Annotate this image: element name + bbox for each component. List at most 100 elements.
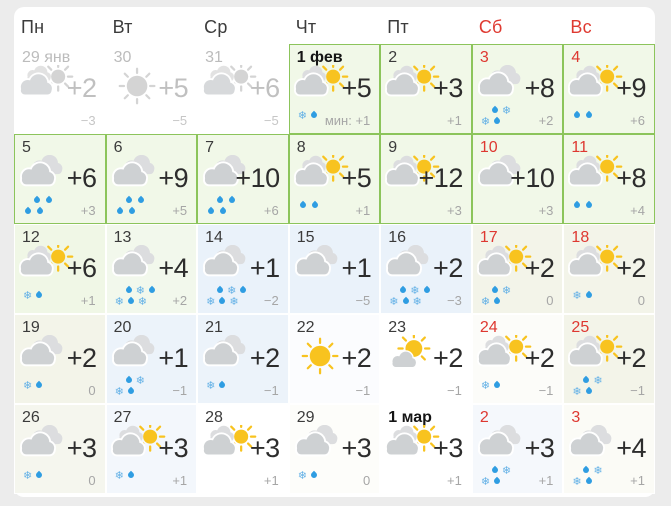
precipitation-icons: ❄ ❄ ❄ <box>205 285 249 307</box>
day-cell[interactable]: 22 +2 −1 <box>288 314 381 404</box>
day-cell[interactable]: 30 +5 −5 <box>105 44 198 134</box>
day-cell[interactable]: 28 +3 +1 <box>197 404 289 494</box>
temp-max: +1 <box>249 253 280 283</box>
day-cell[interactable]: 5 +6 +3 <box>14 134 106 224</box>
day-cell[interactable]: 1 мар +3 +1 <box>380 404 472 494</box>
temp-min: +6 <box>263 203 279 218</box>
weekday-header-row: Пн Вт Ср Чт Пт Сб Вс <box>14 7 655 44</box>
day-cell[interactable]: 20 ❄ ❄ +1 −1 <box>105 314 198 404</box>
day-cell[interactable]: 26 ❄ +3 0 <box>14 404 106 494</box>
temp-max: +12 <box>418 163 464 193</box>
snowflake-icon: ❄ <box>501 284 512 298</box>
day-cell[interactable]: 12 ❄ +6 +1 <box>14 224 106 314</box>
temp-max: +6 <box>66 163 97 193</box>
day-cell[interactable]: 27 ❄ +3 +1 <box>105 404 198 494</box>
day-cell[interactable]: 18 ❄ +2 0 <box>563 224 655 314</box>
snowflake-icon: ❄ <box>501 104 512 118</box>
sun-gray-icon <box>109 65 167 107</box>
cloud-sun-icon <box>292 151 350 197</box>
day-number: 15 <box>296 229 315 246</box>
day-cell[interactable]: 19 ❄ +2 0 <box>14 314 106 404</box>
day-number: 16 <box>388 229 407 246</box>
temp-max: +3 <box>66 433 97 463</box>
temp-min: +5 <box>172 203 188 218</box>
day-cell[interactable]: 21 ❄ +2 −1 <box>197 314 289 404</box>
temp-max: +3 <box>158 433 189 463</box>
day-cell[interactable]: 8 +5 +1 <box>288 134 381 224</box>
day-cell[interactable]: 16 ❄ ❄ ❄ +2 −3 <box>380 224 472 314</box>
temp-min: +1 <box>447 113 462 128</box>
temp-min: +1 <box>630 473 645 488</box>
day-cell[interactable]: 2 +3 +1 <box>380 44 472 134</box>
snowflake-icon: ❄ <box>572 475 582 489</box>
raindrop-icon <box>126 471 136 480</box>
day-cell[interactable]: 15 +1 −5 <box>288 224 381 314</box>
temp-min: −5 <box>263 113 279 128</box>
day-cell[interactable]: 13 ❄ ❄ ❄ +4 +2 <box>105 224 198 314</box>
day-cell[interactable]: 10 +10 +3 <box>471 134 564 224</box>
snowflake-icon: ❄ <box>206 295 216 309</box>
day-cell[interactable]: 14 ❄ ❄ ❄ +1 −2 <box>197 224 289 314</box>
temp-min: 0 <box>363 473 371 488</box>
raindrop-icon <box>582 376 591 385</box>
day-cell[interactable]: 9 +12 +3 <box>380 134 472 224</box>
day-cell[interactable]: 24 ❄ +2 −1 <box>471 314 564 404</box>
day-number: 4 <box>571 49 581 66</box>
day-cell[interactable]: 23 +2 −1 <box>380 314 472 404</box>
raindrop-icon <box>239 286 248 295</box>
cloud-icon <box>109 244 167 287</box>
temp-min: +1 <box>447 473 462 488</box>
day-number: 29 янв <box>22 49 71 66</box>
day-cell[interactable]: 11 +8 +4 <box>563 134 655 224</box>
precipitation-icons: ❄ <box>22 380 45 391</box>
day-cell[interactable]: 3 ❄ ❄ +4 +1 <box>563 404 655 494</box>
temp-max: +10 <box>510 163 555 193</box>
temp-min: −5 <box>355 293 371 308</box>
cloud-icon <box>292 244 350 287</box>
day-cell[interactable]: 31 +6 −5 <box>197 44 289 134</box>
day-cell[interactable]: 29 ❄ +3 0 <box>288 404 381 494</box>
temp-max: +2 <box>616 343 646 373</box>
temp-min: 0 <box>546 293 554 308</box>
day-cell[interactable]: 6 +9 +5 <box>105 134 198 224</box>
day-cell[interactable]: 2 ❄ ❄ +3 +1 <box>471 404 564 494</box>
precipitation-line <box>22 206 55 217</box>
raindrop-icon <box>218 381 227 390</box>
precipitation-line: ❄ <box>205 380 228 391</box>
raindrop-icon <box>399 286 408 295</box>
snowflake-icon: ❄ <box>389 295 399 309</box>
day-number: 3 <box>479 49 489 66</box>
day-number: 11 <box>571 139 589 156</box>
day-cell[interactable]: 7 +10 +6 <box>197 134 289 224</box>
day-number: 13 <box>113 229 132 246</box>
precipitation-line: ❄ <box>480 476 512 487</box>
precipitation-line <box>114 195 147 206</box>
cloud-sun-icon <box>200 421 258 467</box>
temp-max: +2 <box>66 343 97 373</box>
day-cell[interactable]: 1 фев ❄ +5 мин: +1 <box>288 44 381 134</box>
precipitation-icons: ❄ <box>297 470 320 481</box>
precipitation-icons: ❄ <box>571 290 594 301</box>
day-number: 25 <box>571 319 590 336</box>
precipitation-icons: ❄ ❄ ❄ <box>388 285 432 307</box>
day-cell[interactable]: 3 ❄ ❄ +8 +2 <box>471 44 564 134</box>
cloud-sun-icon <box>566 61 624 107</box>
day-cell[interactable]: 4 +9 +6 <box>563 44 655 134</box>
day-number: 30 <box>113 49 132 66</box>
cloud-sun-icon <box>292 61 350 107</box>
precipitation-line: ❄ <box>571 290 594 301</box>
day-cell[interactable]: 25 ❄ ❄ +2 −1 <box>563 314 655 404</box>
temp-min: −1 <box>263 383 279 398</box>
day-cell[interactable]: 17 ❄ ❄ +2 0 <box>471 224 564 314</box>
cloud-icon <box>475 64 533 107</box>
temp-max: +2 <box>433 253 463 283</box>
cloud-icon <box>109 154 167 197</box>
temp-max: +3 <box>524 433 555 463</box>
precipitation-line: ❄ <box>114 285 158 296</box>
cloud-sun-icon <box>475 241 533 287</box>
weekday-label: Чт <box>295 17 317 37</box>
temp-max: +3 <box>341 433 372 463</box>
day-number: 26 <box>22 409 40 426</box>
weekday-label: Вс <box>570 17 592 37</box>
day-cell[interactable]: 29 янв +2 −3 <box>14 44 106 134</box>
